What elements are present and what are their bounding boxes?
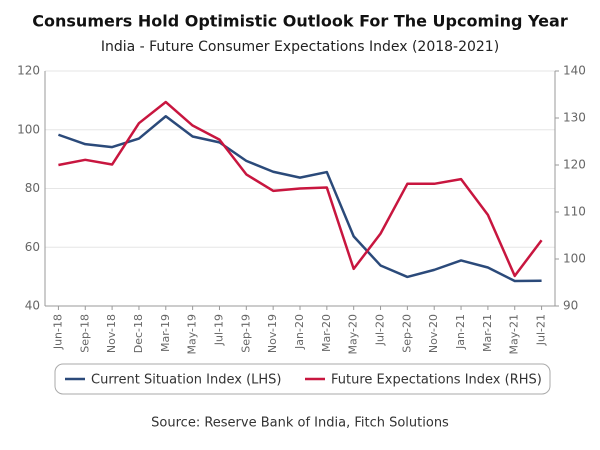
x-tick-label: Nov-19 [266,314,279,353]
legend-box [54,363,551,395]
x-tick-label: Sep-19 [239,314,252,353]
x-tick-label: Sep-20 [400,314,413,353]
y2-tick-label: 120 [563,158,586,172]
x-tick-label: Nov-18 [105,314,118,353]
source-note: Source: Reserve Bank of India, Fitch Sol… [151,416,449,431]
x-tick-label: May-21 [508,314,521,355]
x-tick-label: Jun-18 [51,314,64,350]
legend-label: Future Expectations Index (RHS) [331,373,542,388]
x-tick-label: May-20 [347,314,360,355]
x-tick-label: Sep-18 [78,314,91,353]
x-tick-label: May-19 [186,314,199,355]
legend-label: Current Situation Index (LHS) [91,373,282,388]
series-line [58,100,543,278]
x-tick-label: Mar-21 [481,314,494,352]
x-tick-label: Mar-20 [320,314,333,352]
y2-tick-label: 130 [563,111,586,125]
x-tick-label: Mar-19 [159,314,172,352]
y2-tick-label: 100 [563,252,586,266]
x-tick-label: Jan-20 [293,314,306,350]
y-tick-label: 60 [25,240,40,254]
y2-tick-label: 110 [563,205,586,219]
series-line [58,114,542,283]
x-tick-label: Jul-20 [374,314,387,346]
x-tick-label: Nov-20 [427,314,440,353]
y-tick-label: 120 [17,64,40,78]
y-tick-label: 80 [25,181,40,195]
x-tick-label: Dec-18 [132,314,145,353]
y-tick-label: 100 [17,122,40,136]
x-tick-label: Jan-21 [454,314,467,350]
x-tick-label: Jul-19 [212,314,225,346]
y2-tick-label: 140 [563,64,586,78]
chart-title: Consumers Hold Optimistic Outlook For Th… [32,12,568,31]
y-tick-label: 40 [25,299,40,313]
chart-subtitle: India - Future Consumer Expectations Ind… [101,39,499,55]
x-tick-label: Jul-21 [535,314,548,346]
y2-tick-label: 90 [563,299,578,313]
